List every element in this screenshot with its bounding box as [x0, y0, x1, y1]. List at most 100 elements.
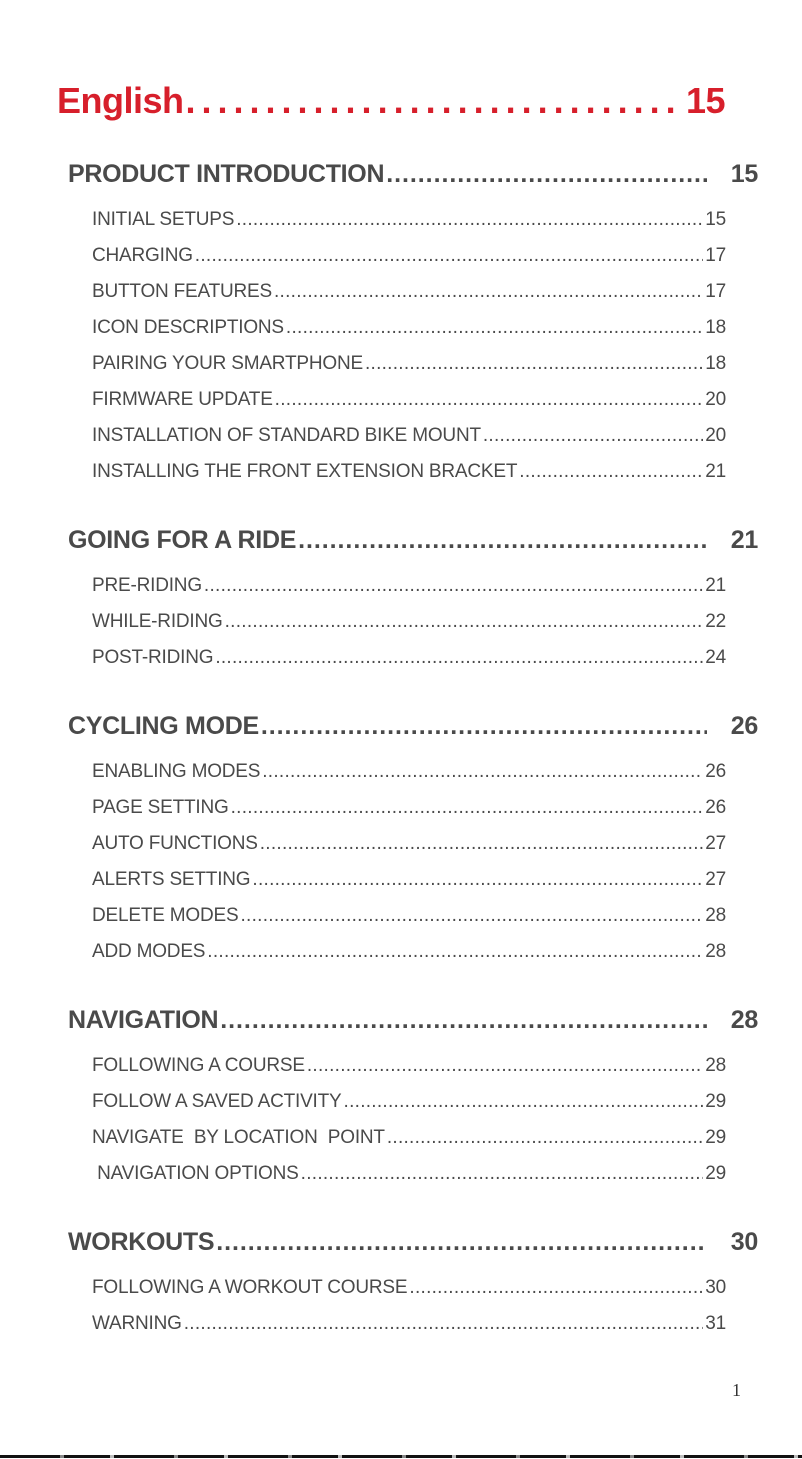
- section-page: 26: [730, 712, 759, 740]
- toc-entries: ENABLING MODES 26 PAGE SETTING 26 AUTO F…: [92, 754, 726, 970]
- entry-label: CHARGING: [92, 245, 193, 266]
- dot-leader: [225, 604, 704, 640]
- dot-leader: [195, 238, 703, 274]
- toc-entry[interactable]: ICON DESCRIPTIONS 18: [92, 310, 726, 346]
- entry-label: FOLLOWING A COURSE: [92, 1055, 305, 1076]
- section-page: 15: [730, 160, 759, 188]
- entry-page: 22: [705, 611, 726, 632]
- toc-section-heading[interactable]: GOING FOR A RIDE 21: [68, 526, 758, 568]
- entry-label: ICON DESCRIPTIONS: [92, 317, 284, 338]
- dot-leader: [260, 826, 704, 862]
- dot-leader: [204, 568, 703, 604]
- dot-leader: [387, 1120, 703, 1156]
- entry-page: 28: [705, 905, 726, 926]
- entry-label: INITIAL SETUPS: [92, 209, 235, 230]
- entry-label: NAVIGATION OPTIONS: [92, 1163, 299, 1184]
- entry-page: 17: [705, 281, 726, 302]
- entry-label: WARNING: [92, 1313, 182, 1334]
- dot-leader: [274, 274, 703, 310]
- dot-leader: [207, 934, 703, 970]
- dot-leader: [344, 1084, 704, 1120]
- toc-entry[interactable]: ADD MODES 28: [92, 934, 726, 970]
- toc-section: NAVIGATION 28 FOLLOWING A COURSE 28 FOLL…: [68, 1006, 758, 1192]
- entry-label: PAIRING YOUR SMARTPHONE: [92, 353, 363, 374]
- entry-page: 27: [705, 833, 726, 854]
- entry-page: 28: [705, 1055, 726, 1076]
- toc-section-heading[interactable]: WORKOUTS 30: [68, 1228, 758, 1270]
- bottom-rule: [0, 1455, 802, 1458]
- toc-entry[interactable]: INITIAL SETUPS 15: [92, 202, 726, 238]
- entry-page: 20: [705, 425, 726, 446]
- toc-entry[interactable]: BUTTON FEATURES 17: [92, 274, 726, 310]
- toc-section: WORKOUTS 30 FOLLOWING A WORKOUT COURSE 3…: [68, 1228, 758, 1342]
- toc-title-label: English: [57, 80, 184, 121]
- toc-entry[interactable]: PAGE SETTING 26: [92, 790, 726, 826]
- toc-section-heading[interactable]: NAVIGATION 28: [68, 1006, 758, 1048]
- entry-page: 15: [705, 209, 726, 230]
- toc-section: GOING FOR A RIDE 21 PRE-RIDING 21 WHILE-…: [68, 526, 758, 676]
- toc-section-heading[interactable]: CYCLING MODE 26: [68, 712, 758, 754]
- toc-entry[interactable]: FOLLOWING A WORKOUT COURSE 30: [92, 1270, 726, 1306]
- toc-entry[interactable]: WHILE-RIDING 22: [92, 604, 726, 640]
- toc-title[interactable]: English 15: [57, 80, 726, 122]
- section-page: 30: [730, 1228, 759, 1256]
- dot-leader: [286, 310, 703, 346]
- toc-entry[interactable]: INSTALLING THE FRONT EXTENSION BRACKET 2…: [92, 454, 726, 490]
- entry-label: INSTALLING THE FRONT EXTENSION BRACKET: [92, 461, 518, 482]
- dot-leader: [301, 1156, 704, 1192]
- toc-entry[interactable]: AUTO FUNCTIONS 27: [92, 826, 726, 862]
- dot-leader: [365, 346, 703, 382]
- dot-leader: [386, 160, 707, 189]
- entry-page: 29: [705, 1163, 726, 1184]
- toc-entry[interactable]: NAVIGATE BY LOCATION POINT 29: [92, 1120, 726, 1156]
- toc-entry[interactable]: PAIRING YOUR SMARTPHONE 18: [92, 346, 726, 382]
- toc-entry[interactable]: CHARGING 17: [92, 238, 726, 274]
- dot-leader: [409, 1270, 703, 1306]
- toc-section: CYCLING MODE 26 ENABLING MODES 26 PAGE S…: [68, 712, 758, 970]
- toc-entry[interactable]: INSTALLATION OF STANDARD BIKE MOUNT 20: [92, 418, 726, 454]
- entry-page: 29: [705, 1127, 726, 1148]
- toc-entry[interactable]: ALERTS SETTING 27: [92, 862, 726, 898]
- toc-section: PRODUCT INTRODUCTION 15 INITIAL SETUPS 1…: [68, 160, 758, 490]
- toc-entry[interactable]: FIRMWARE UPDATE 20: [92, 382, 726, 418]
- toc-entry[interactable]: FOLLOWING A COURSE 28: [92, 1048, 726, 1084]
- table-of-contents: PRODUCT INTRODUCTION 15 INITIAL SETUPS 1…: [68, 160, 758, 1378]
- entry-label: FIRMWARE UPDATE: [92, 389, 273, 410]
- entry-page: 18: [705, 353, 726, 374]
- entry-page: 28: [705, 941, 726, 962]
- toc-entry[interactable]: FOLLOW A SAVED ACTIVITY 29: [92, 1084, 726, 1120]
- entry-label: ALERTS SETTING: [92, 869, 251, 890]
- dot-leader: [220, 1006, 707, 1035]
- dot-leader: [236, 202, 703, 238]
- entry-page: 20: [705, 389, 726, 410]
- dot-leader: [298, 526, 707, 555]
- entry-label: FOLLOWING A WORKOUT COURSE: [92, 1277, 408, 1298]
- toc-entries: PRE-RIDING 21 WHILE-RIDING 22 POST-RIDIN…: [92, 568, 726, 676]
- entry-label: PRE-RIDING: [92, 575, 202, 596]
- dot-leader: [231, 790, 704, 826]
- toc-entry[interactable]: ENABLING MODES 26: [92, 754, 726, 790]
- toc-entry[interactable]: PRE-RIDING 21: [92, 568, 726, 604]
- toc-section-heading[interactable]: PRODUCT INTRODUCTION 15: [68, 160, 758, 202]
- section-label: GOING FOR A RIDE: [68, 526, 297, 554]
- section-label: PRODUCT INTRODUCTION: [68, 160, 385, 188]
- entry-label: PAGE SETTING: [92, 797, 229, 818]
- toc-entry[interactable]: WARNING 31: [92, 1306, 726, 1342]
- toc-entry[interactable]: POST-RIDING 24: [92, 640, 726, 676]
- toc-entry[interactable]: NAVIGATION OPTIONS 29: [92, 1156, 726, 1192]
- section-page: 21: [730, 526, 759, 554]
- entry-label: FOLLOW A SAVED ACTIVITY: [92, 1091, 342, 1112]
- toc-entries: INITIAL SETUPS 15 CHARGING 17 BUTTON FEA…: [92, 202, 726, 490]
- entry-label: ENABLING MODES: [92, 761, 261, 782]
- dot-leader: [261, 712, 707, 741]
- entry-page: 29: [705, 1091, 726, 1112]
- entry-page: 26: [705, 761, 726, 782]
- entry-page: 17: [705, 245, 726, 266]
- section-page: 28: [730, 1006, 759, 1034]
- toc-entry[interactable]: DELETE MODES 28: [92, 898, 726, 934]
- dot-leader: [252, 862, 703, 898]
- entry-label: ADD MODES: [92, 941, 206, 962]
- entry-label: INSTALLATION OF STANDARD BIKE MOUNT: [92, 425, 481, 446]
- dot-leader: [216, 1228, 707, 1257]
- entry-page: 30: [705, 1277, 726, 1298]
